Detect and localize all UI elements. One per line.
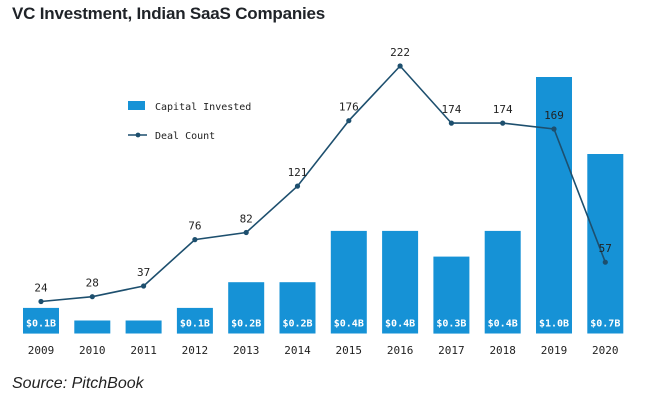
- bar-2012: [176, 307, 213, 334]
- x-tick-2020: 2020: [592, 344, 619, 357]
- bar-label-2017: $0.3B: [436, 319, 466, 330]
- bar-2013: [228, 282, 265, 334]
- x-axis: 2009 2010 2011 2012 2013 2014 2015 2016 2017 2018…: [28, 344, 619, 357]
- x-tick-2010: 2010: [79, 344, 106, 357]
- bar-label-2012: $0.1B: [180, 319, 210, 330]
- legend: Capital Invested Deal Count: [128, 101, 251, 142]
- x-tick-2009: 2009: [28, 344, 55, 357]
- bar-2018: [484, 230, 521, 334]
- x-tick-2016: 2016: [387, 344, 414, 357]
- bar-2016: [382, 230, 419, 334]
- deal-point-2017: [448, 120, 454, 126]
- legend-deal-count: Deal Count: [155, 131, 215, 142]
- x-tick-2019: 2019: [541, 344, 568, 357]
- deal-point-2016: [397, 63, 403, 69]
- deal-label-2009: 24: [34, 282, 48, 295]
- source-note: Source: PitchBook: [12, 375, 144, 392]
- legend-line-marker: [135, 132, 141, 138]
- bar-2011: [125, 320, 162, 334]
- deal-point-2009: [38, 298, 44, 305]
- deal-label-2019: 169: [544, 109, 564, 122]
- bar-label-2019: $1.0B: [539, 319, 569, 330]
- bar-label-2014: $0.2B: [282, 319, 312, 330]
- chart: $0.1B $0.1B $0.2B $0.2B $0.4B $0.4B $0.3B $0.4B…: [23, 46, 624, 357]
- bar-label-2013: $0.2B: [231, 319, 261, 330]
- deal-point-2010: [89, 294, 95, 300]
- x-tick-2015: 2015: [336, 344, 363, 357]
- deal-point-2011: [141, 283, 147, 289]
- deal-label-2013: 82: [240, 213, 253, 226]
- bar-label-2020: $0.7B: [590, 319, 620, 330]
- bar-label-2015: $0.4B: [334, 319, 364, 330]
- deal-point-2019: [551, 126, 557, 132]
- deal-label-2015: 176: [339, 101, 359, 114]
- x-tick-2017: 2017: [438, 344, 465, 357]
- x-tick-2012: 2012: [182, 344, 209, 357]
- deal-point-2018: [500, 120, 506, 126]
- x-tick-2018: 2018: [489, 344, 516, 357]
- bar-2014: [279, 282, 316, 334]
- deal-label-2020: 57: [599, 242, 612, 255]
- deal-label-2011: 37: [137, 266, 150, 279]
- deal-point-2014: [294, 183, 301, 189]
- deal-label-2012: 76: [188, 220, 201, 233]
- x-tick-2014: 2014: [284, 344, 311, 357]
- x-tick-2011: 2011: [130, 344, 157, 357]
- deal-count-line: [40, 64, 607, 303]
- bar-series: $0.1B $0.1B $0.2B $0.2B $0.4B $0.4B $0.3B $0.4B…: [23, 77, 624, 334]
- bar-2017: [433, 256, 470, 334]
- deal-point-2012: [192, 237, 198, 243]
- legend-capital-invested: Capital Invested: [155, 102, 251, 113]
- deal-label-2016: 222: [390, 46, 410, 59]
- deal-point-2020: [602, 259, 608, 265]
- deal-label-2010: 28: [86, 277, 99, 290]
- chart-title: VC Investment, Indian SaaS Companies: [12, 4, 326, 23]
- deal-label-2014: 121: [288, 166, 308, 179]
- deal-point-2015: [346, 118, 352, 124]
- legend-bar-swatch: [128, 101, 145, 110]
- deal-point-2013: [243, 229, 249, 236]
- bar-2015: [330, 230, 367, 334]
- bar-2020: [587, 154, 624, 334]
- deal-label-2017: 174: [441, 103, 461, 116]
- bar-2019: [536, 77, 572, 334]
- bar-2009: [23, 307, 59, 334]
- bar-2010: [74, 320, 111, 334]
- deal-label-2018: 174: [493, 103, 513, 116]
- bar-label-2009: $0.1B: [26, 319, 56, 330]
- line-series: 24 28 37 76 82 121 176 222 174 174 169 57: [34, 46, 612, 305]
- bar-label-2016: $0.4B: [385, 319, 415, 330]
- bar-label-2018: $0.4B: [488, 319, 518, 330]
- x-tick-2013: 2013: [233, 344, 260, 357]
